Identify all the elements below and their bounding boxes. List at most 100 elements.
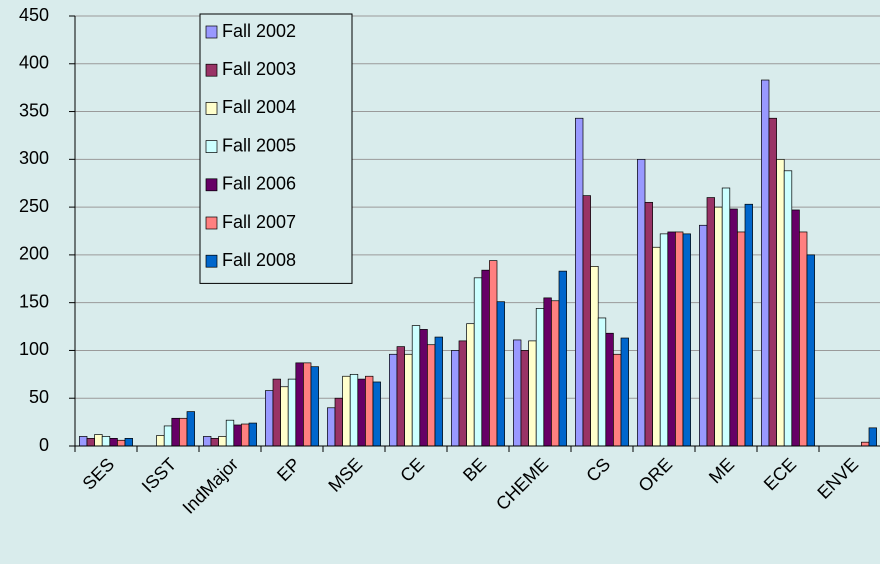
bar bbox=[528, 340, 537, 447]
bar bbox=[342, 375, 351, 447]
bar bbox=[473, 277, 483, 447]
bar bbox=[496, 301, 505, 447]
bar bbox=[265, 390, 274, 447]
bar bbox=[357, 378, 366, 447]
bar bbox=[637, 158, 646, 447]
bar bbox=[171, 417, 180, 447]
legend-swatch bbox=[205, 254, 218, 268]
legend-label: Fall 2005 bbox=[222, 135, 296, 155]
bar bbox=[372, 381, 381, 447]
x-tick-label: MSE bbox=[324, 454, 366, 496]
bar bbox=[791, 209, 800, 447]
bar bbox=[861, 441, 870, 447]
bar bbox=[295, 362, 304, 447]
y-tick-label: 350 bbox=[19, 100, 49, 120]
bar bbox=[644, 201, 653, 447]
bar bbox=[434, 336, 443, 447]
bar bbox=[365, 375, 374, 447]
bar bbox=[582, 195, 591, 447]
bar bbox=[389, 353, 398, 447]
bar bbox=[613, 353, 622, 447]
bar bbox=[427, 344, 436, 447]
bar bbox=[481, 269, 490, 447]
bar bbox=[489, 260, 498, 447]
bar bbox=[117, 439, 126, 447]
bar bbox=[783, 170, 793, 447]
x-tick-label: EP bbox=[273, 454, 304, 485]
bar bbox=[203, 436, 212, 447]
bar bbox=[163, 425, 173, 447]
y-tick-label: 300 bbox=[19, 148, 49, 168]
bar bbox=[659, 233, 669, 447]
bar bbox=[761, 79, 770, 447]
bar bbox=[558, 270, 567, 447]
y-tick-label: 150 bbox=[19, 291, 49, 311]
y-tick-label: 50 bbox=[29, 387, 49, 407]
legend-label: Fall 2006 bbox=[222, 174, 296, 194]
bar bbox=[513, 339, 522, 447]
x-tick-label: SES bbox=[79, 454, 119, 494]
x-tick-label: CS bbox=[582, 454, 614, 486]
bar bbox=[768, 117, 777, 447]
y-tick-label: 0 bbox=[39, 435, 49, 455]
legend-label: Fall 2002 bbox=[222, 21, 296, 41]
bar bbox=[241, 423, 250, 447]
legend-swatch bbox=[205, 178, 218, 192]
bar bbox=[597, 317, 607, 447]
bar bbox=[605, 332, 614, 447]
bar bbox=[575, 117, 584, 447]
bar bbox=[186, 411, 195, 447]
x-tick-label: ECE bbox=[760, 454, 800, 494]
x-tick-label: ORE bbox=[634, 454, 676, 496]
legend-swatch bbox=[205, 63, 218, 77]
bar bbox=[699, 224, 708, 447]
bar bbox=[210, 438, 219, 447]
bar bbox=[729, 208, 738, 447]
bar bbox=[652, 246, 661, 447]
bar bbox=[396, 346, 405, 447]
bar bbox=[404, 353, 413, 447]
bar bbox=[706, 197, 715, 447]
bar bbox=[520, 350, 529, 447]
bar bbox=[327, 407, 336, 447]
x-tick-label: CHEME bbox=[492, 454, 552, 514]
bar bbox=[799, 231, 808, 447]
bar bbox=[79, 436, 88, 447]
legend-swatch bbox=[205, 140, 218, 153]
y-tick-label: 100 bbox=[19, 339, 49, 359]
y-tick-label: 200 bbox=[19, 244, 49, 264]
bar bbox=[179, 417, 188, 447]
legend-box bbox=[199, 13, 353, 284]
bar bbox=[109, 438, 118, 447]
bar bbox=[156, 435, 165, 447]
legend-label: Fall 2003 bbox=[222, 59, 296, 79]
bar bbox=[349, 373, 359, 447]
legend-label: Fall 2004 bbox=[222, 97, 296, 117]
bar bbox=[334, 397, 343, 447]
bar bbox=[675, 231, 684, 447]
bar bbox=[451, 350, 460, 447]
bar bbox=[682, 233, 691, 447]
bar bbox=[419, 329, 428, 447]
bar bbox=[458, 340, 467, 447]
bar bbox=[868, 427, 877, 447]
bar bbox=[233, 424, 242, 447]
bar bbox=[303, 362, 312, 447]
bar bbox=[101, 436, 111, 447]
bar bbox=[667, 231, 676, 447]
y-tick-label: 250 bbox=[19, 196, 49, 216]
bar bbox=[776, 158, 785, 447]
legend-swatch bbox=[205, 216, 218, 230]
bar bbox=[806, 254, 815, 447]
x-tick-label: ISST bbox=[138, 454, 180, 496]
bar bbox=[310, 366, 319, 447]
bar bbox=[714, 206, 723, 447]
bar bbox=[272, 378, 281, 447]
bar bbox=[94, 434, 103, 447]
bar bbox=[744, 203, 753, 447]
legend-label: Fall 2007 bbox=[222, 212, 296, 232]
bar bbox=[225, 419, 235, 447]
bar bbox=[535, 308, 545, 447]
legend-label: Fall 2008 bbox=[222, 250, 296, 270]
